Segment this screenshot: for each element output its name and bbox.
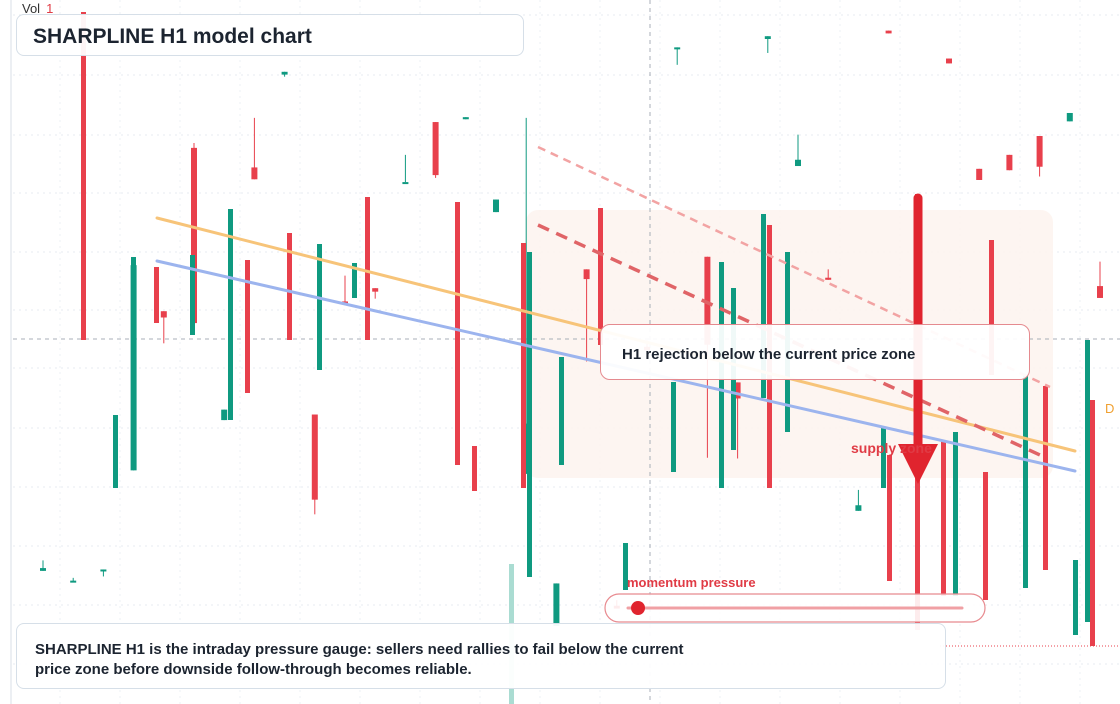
candle-body	[191, 147, 197, 324]
candle-body	[885, 30, 892, 34]
candle-body	[983, 472, 988, 600]
volume-label: Vol	[22, 1, 41, 16]
candle-body	[946, 58, 952, 64]
candle-body	[228, 209, 233, 420]
candle-body	[671, 382, 676, 472]
candle-body	[674, 47, 681, 50]
candle-body	[941, 440, 946, 596]
candle-body	[553, 583, 560, 627]
volume-indicator: Vol 1	[22, 1, 53, 16]
candle-body	[1023, 376, 1028, 588]
candle-body	[221, 409, 228, 421]
candle-body	[855, 505, 862, 511]
candle-body	[352, 263, 357, 298]
candle-body	[989, 240, 994, 375]
supply-zone-label: supply zone	[851, 440, 932, 456]
candle-body	[1097, 286, 1103, 298]
candle-body	[795, 159, 801, 167]
rejection-callout: H1 rejection below the current price zon…	[600, 324, 1030, 380]
candle-body	[493, 199, 499, 213]
candle-body	[154, 267, 159, 323]
candle-body	[521, 243, 526, 488]
momentum-gauge-knob	[631, 601, 646, 615]
candle-body	[1090, 400, 1095, 646]
candle-body	[372, 288, 379, 292]
candle-body	[81, 12, 86, 340]
upper-channel-line	[537, 145, 1051, 389]
candle-body	[1036, 136, 1043, 167]
candle-body	[462, 117, 469, 120]
candle-body	[317, 244, 322, 370]
candle-body	[764, 36, 771, 39]
bearish-arrow-head	[898, 444, 938, 484]
candle-body	[1085, 340, 1090, 622]
candle-body	[1043, 386, 1048, 570]
candle-body	[70, 580, 77, 583]
summary-text: SHARPLINE H1 is the intraday pressure ga…	[35, 641, 684, 678]
momentum-gauge-label: momentum pressure	[627, 575, 756, 590]
candle-body	[598, 208, 603, 345]
callout-text: H1 rejection below the current price zon…	[622, 346, 916, 363]
candle-body	[559, 357, 564, 465]
candle-body	[251, 167, 258, 180]
candle-body	[40, 568, 46, 571]
summary-card: SHARPLINE H1 is the intraday pressure ga…	[16, 623, 946, 689]
candle-body	[583, 269, 590, 280]
candle-body	[976, 168, 983, 180]
candle-body	[1066, 112, 1073, 122]
candle-body	[1073, 560, 1078, 635]
candle-body	[432, 122, 439, 176]
candle-body	[1006, 154, 1013, 171]
candle-body	[287, 233, 292, 340]
candle-body	[887, 455, 892, 581]
resistance-line	[537, 223, 1041, 457]
candle-body	[342, 301, 348, 304]
chart-title: SHARPLINE H1 model chart	[33, 25, 312, 48]
candle-body	[281, 71, 288, 75]
candle-body	[113, 415, 118, 488]
candle-body	[734, 382, 741, 399]
candle-body	[761, 214, 766, 398]
price-scale-badge: D	[1105, 401, 1115, 416]
candle-body	[131, 257, 136, 415]
candle-body	[881, 428, 886, 488]
chart-title-card: SHARPLINE H1 model chart	[16, 14, 524, 56]
candle-body	[365, 197, 370, 340]
candle-body	[825, 277, 832, 280]
candle-body	[100, 569, 107, 572]
price-axis-edge	[10, 0, 12, 704]
candle-body	[472, 446, 477, 491]
candle-body	[523, 423, 530, 474]
candle-body	[953, 432, 958, 596]
candle-body	[455, 202, 460, 465]
candle-body	[160, 311, 167, 318]
candle-body	[402, 182, 409, 185]
candle-body	[245, 260, 250, 393]
candle-body	[527, 252, 532, 577]
volume-value: 1	[46, 1, 54, 16]
candle-body	[623, 543, 628, 590]
candle-body	[190, 255, 195, 335]
candle-body	[311, 414, 318, 500]
